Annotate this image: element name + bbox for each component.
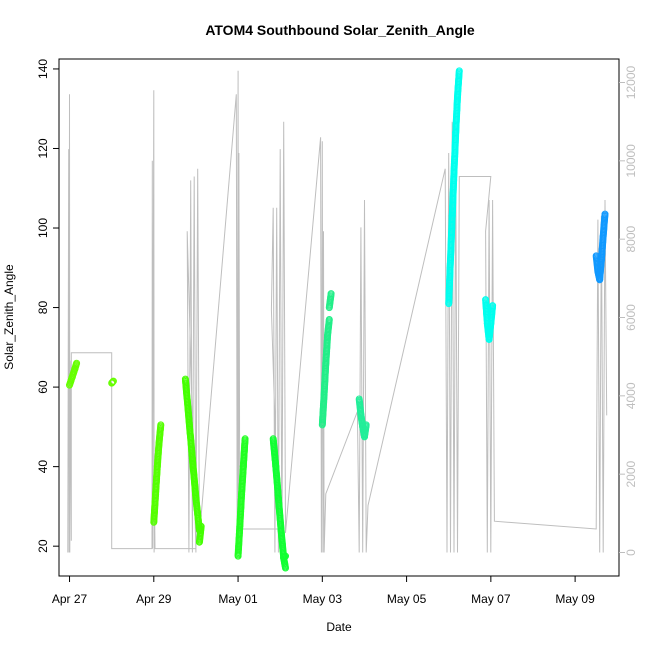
data-point bbox=[108, 379, 116, 386]
altitude-line bbox=[67, 70, 608, 553]
data-point bbox=[73, 359, 81, 367]
sza-series-6 bbox=[269, 435, 289, 572]
y-tick-label: 20 bbox=[36, 539, 50, 553]
x-tick-label: Apr 29 bbox=[136, 592, 172, 606]
chart-title: ATOM4 Southbound Solar_Zenith_Angle bbox=[205, 22, 475, 38]
y-right-tick-label: 4000 bbox=[624, 382, 638, 409]
x-tick-label: May 01 bbox=[218, 592, 258, 606]
x-tick-label: Apr 27 bbox=[52, 592, 88, 606]
y-right-tick-label: 0 bbox=[624, 549, 638, 556]
sza-series-0 bbox=[66, 359, 81, 389]
sza-series-7 bbox=[280, 552, 289, 562]
data-point bbox=[327, 290, 335, 298]
data-point bbox=[362, 421, 370, 429]
sza-series-13 bbox=[592, 210, 609, 284]
sza-series-1 bbox=[108, 377, 117, 387]
y-tick-label: 120 bbox=[36, 138, 50, 158]
y-right-tick-label: 2000 bbox=[624, 460, 638, 487]
y-tick-label: 100 bbox=[36, 218, 50, 238]
data-point bbox=[489, 302, 497, 310]
y-tick-label: 40 bbox=[36, 460, 50, 474]
sza-series-10 bbox=[355, 395, 370, 441]
y-right-tick-label: 6000 bbox=[624, 304, 638, 331]
x-axis-label: Date bbox=[326, 620, 352, 634]
sza-series-11 bbox=[445, 67, 463, 308]
data-point bbox=[282, 552, 289, 560]
data-point bbox=[282, 564, 289, 572]
data-point bbox=[281, 553, 289, 561]
data-point bbox=[197, 522, 205, 530]
axes-layer: 20 40 60 80 100 120 140 0 2000 4000 6000 8000 10000 1… bbox=[36, 59, 638, 606]
x-tick-label: May 03 bbox=[303, 592, 343, 606]
x-tick-label: May 09 bbox=[555, 592, 595, 606]
sza-series-2 bbox=[150, 421, 165, 526]
data-point bbox=[241, 435, 249, 443]
data-point bbox=[109, 377, 117, 385]
plot-frame bbox=[58, 58, 620, 577]
y-right-tick-label: 12000 bbox=[624, 65, 638, 99]
sza-series-4 bbox=[195, 522, 205, 546]
data-point bbox=[325, 316, 333, 323]
data-point bbox=[280, 553, 288, 561]
data-point bbox=[157, 421, 165, 429]
data-point bbox=[109, 378, 117, 386]
x-tick-label: May 05 bbox=[387, 592, 427, 606]
data-point bbox=[601, 210, 609, 218]
sza-series-3 bbox=[181, 375, 203, 534]
data-layer bbox=[66, 67, 609, 572]
data-point bbox=[280, 554, 288, 562]
sza-series-12 bbox=[482, 296, 497, 343]
y-right-tick-label: 10000 bbox=[624, 144, 638, 178]
y-right-tick-label: 8000 bbox=[624, 225, 638, 252]
y-axis-label: Solar_Zenith_Angle bbox=[2, 264, 16, 370]
y-tick-label: 60 bbox=[36, 380, 50, 394]
y-tick-label: 80 bbox=[36, 301, 50, 315]
y-tick-label: 140 bbox=[36, 59, 50, 79]
sza-series-5 bbox=[234, 435, 249, 560]
x-tick-label: May 07 bbox=[471, 592, 511, 606]
sza-series-9 bbox=[325, 290, 335, 312]
data-point bbox=[455, 67, 463, 75]
sza-series-8 bbox=[318, 316, 333, 429]
